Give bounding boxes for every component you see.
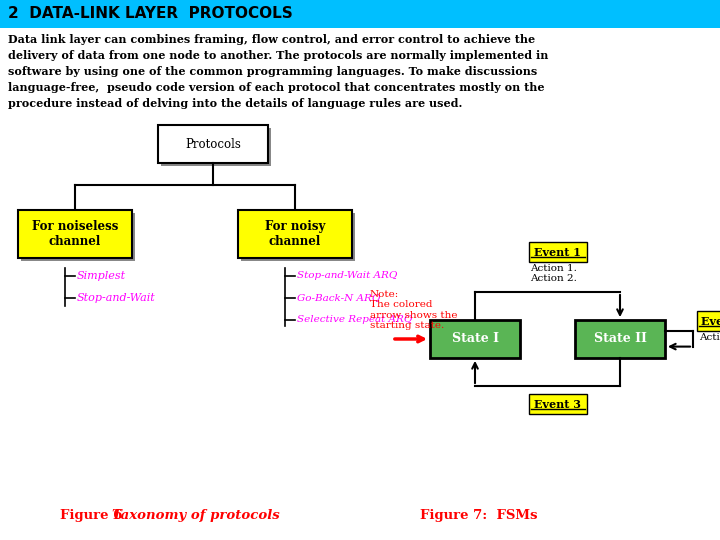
Text: Taxonomy of protocols: Taxonomy of protocols	[112, 509, 280, 522]
Text: For noisy
channel: For noisy channel	[265, 220, 325, 248]
Text: Selective Repeat ARQ: Selective Repeat ARQ	[297, 315, 413, 325]
Bar	[0, 0, 720, 28]
Text: Event 1: Event 1	[534, 246, 581, 258]
Bar	[430, 320, 520, 358]
Text: Stop-and-Wait ARQ: Stop-and-Wait ARQ	[297, 272, 397, 280]
Text: 2  DATA-LINK LAYER  PROTOCOLS: 2 DATA-LINK LAYER PROTOCOLS	[8, 6, 293, 22]
Bar	[528, 242, 587, 262]
Text: Data link layer can combines framing, flow control, and error control to achieve: Data link layer can combines framing, fl…	[8, 34, 535, 45]
Text: Note:
The colored
arrow shows the
starting state.: Note: The colored arrow shows the starti…	[370, 290, 457, 330]
Bar	[18, 210, 132, 258]
Bar	[158, 125, 268, 163]
Text: Stop-and-Wait: Stop-and-Wait	[77, 293, 156, 303]
Text: Event 3: Event 3	[534, 399, 581, 409]
Bar	[161, 128, 271, 166]
Bar	[21, 213, 135, 261]
Bar	[241, 213, 355, 261]
Text: State II: State II	[593, 333, 647, 346]
Text: software by using one of the common programming languages. To make discussions: software by using one of the common prog…	[8, 66, 537, 77]
Text: For noiseless
channel: For noiseless channel	[32, 220, 118, 248]
Text: State I: State I	[451, 333, 498, 346]
Text: Go-Back-N ARQ: Go-Back-N ARQ	[297, 294, 380, 302]
Bar	[238, 210, 352, 258]
Text: Protocols: Protocols	[185, 138, 241, 151]
Text: language-free,  pseudo code version of each protocol that concentrates mostly on: language-free, pseudo code version of ea…	[8, 82, 544, 93]
Bar	[528, 394, 587, 414]
Text: Simplest: Simplest	[77, 271, 126, 281]
Bar	[697, 312, 720, 332]
Bar	[575, 320, 665, 358]
Text: Figure 7:  FSMs: Figure 7: FSMs	[420, 509, 538, 522]
Text: Figure 6: Figure 6	[60, 509, 132, 522]
Text: Event 2: Event 2	[701, 316, 720, 327]
Text: delivery of data from one node to another. The protocols are normally implemente: delivery of data from one node to anothe…	[8, 50, 549, 61]
Text: Action 3.: Action 3.	[699, 333, 720, 342]
Text: Action 1.
Action 2.: Action 1. Action 2.	[531, 264, 577, 284]
Text: procedure instead of delving into the details of language rules are used.: procedure instead of delving into the de…	[8, 98, 462, 109]
